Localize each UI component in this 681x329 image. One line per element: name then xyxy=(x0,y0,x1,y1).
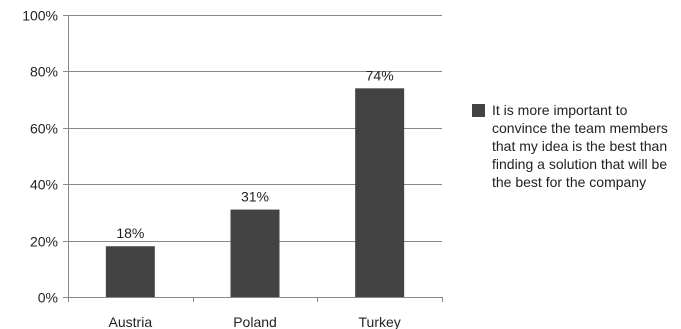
bar-poland xyxy=(230,209,280,297)
data-label-austria: 18% xyxy=(116,225,144,241)
x-tick-label-poland: Poland xyxy=(233,314,277,329)
y-tick-label: 60% xyxy=(30,121,58,137)
bar-turkey xyxy=(355,88,405,297)
y-tick-label: 80% xyxy=(30,64,58,80)
bars xyxy=(105,88,405,297)
x-tick-label-turkey: Turkey xyxy=(359,314,401,329)
data-label-turkey: 74% xyxy=(366,67,394,83)
x-axis-labels: Austria Poland Turkey xyxy=(109,314,401,329)
x-tick-label-austria: Austria xyxy=(109,314,153,329)
bar-austria xyxy=(105,246,155,297)
y-tick-label: 20% xyxy=(30,234,58,250)
axes xyxy=(68,15,443,302)
y-axis-ticks: 0% 20% 40% 60% 80% 100% xyxy=(22,8,58,306)
gridlines xyxy=(63,15,442,298)
data-labels: 18% 31% 74% xyxy=(116,67,393,241)
legend-swatch xyxy=(472,104,485,117)
legend-label: It is more important to convince the tea… xyxy=(492,102,668,190)
y-tick-label: 40% xyxy=(30,177,58,193)
data-label-poland: 31% xyxy=(241,189,269,205)
y-tick-label: 0% xyxy=(38,290,58,306)
y-tick-label: 100% xyxy=(22,8,58,24)
